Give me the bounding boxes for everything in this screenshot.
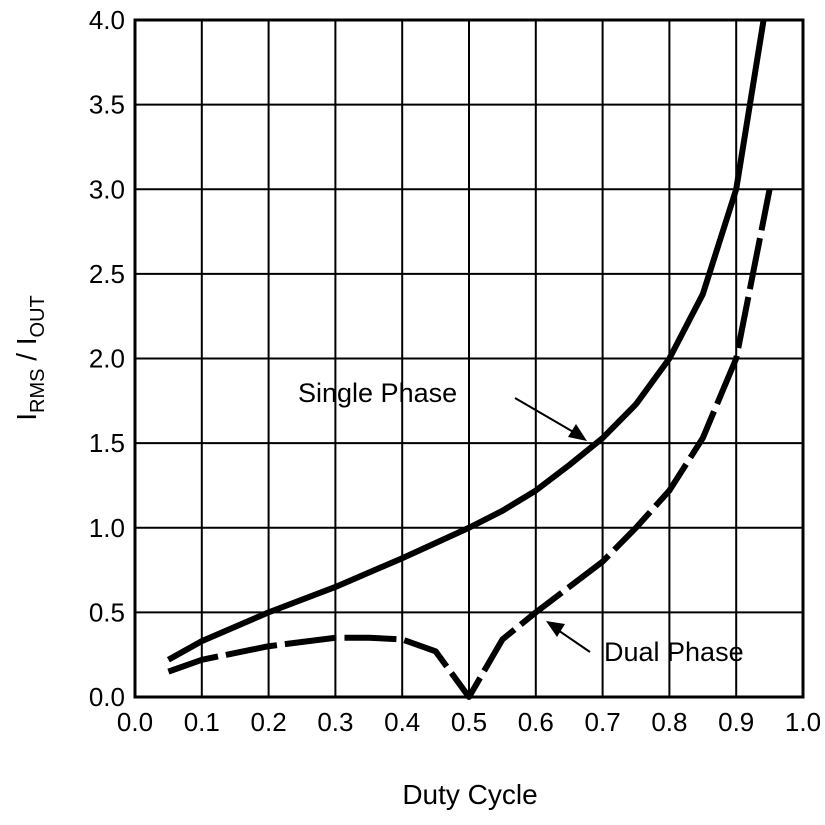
- arrow-single-phase: [514, 397, 583, 438]
- x-tick-label: 0.8: [651, 707, 687, 737]
- y-tick-label: 1.5: [89, 428, 125, 458]
- x-axis-label: Duty Cycle: [402, 779, 537, 810]
- x-tick-label: 0.5: [451, 707, 487, 737]
- y-tick-label: 2.5: [89, 259, 125, 289]
- y-tick-label: 1.0: [89, 513, 125, 543]
- series-line-dual-phase: [167, 188, 773, 700]
- y-tick-label: 3.5: [89, 90, 125, 120]
- y-tick-label: 2.0: [89, 344, 125, 374]
- y-tick-label: 0.0: [89, 682, 125, 712]
- x-tick-label: 0.1: [184, 707, 220, 737]
- arrowhead-single-phase: [568, 424, 587, 441]
- series-lines: [166, 19, 773, 700]
- x-tick-label: 0.9: [718, 707, 754, 737]
- y-tick-label: 4.0: [89, 5, 125, 35]
- y-tick-label: 0.5: [89, 597, 125, 627]
- x-tick-label: 0.4: [384, 707, 420, 737]
- x-tick-label: 0.3: [317, 707, 353, 737]
- annotation-single-phase: Single Phase: [298, 378, 587, 441]
- x-tick-label: 0.0: [117, 707, 153, 737]
- y-axis-label: IRMS / IOUT: [11, 295, 49, 421]
- series-line-single-phase: [166, 19, 767, 663]
- tick-labels: 0.0 0.1 0.2 0.3 0.4 0.5 0.6 0.7 0.8 0.9 1.0 0.0 0.5 1…: [89, 5, 821, 737]
- y-tick-label: 3.0: [89, 174, 125, 204]
- x-tick-label: 1.0: [785, 707, 821, 737]
- x-tick-label: 0.6: [518, 707, 554, 737]
- label-single-phase: Single Phase: [298, 378, 457, 408]
- arrowhead-dual-phase: [546, 621, 565, 637]
- label-dual-phase: Dual Phase: [604, 637, 744, 667]
- grid: [133, 18, 805, 699]
- annotation-dual-phase: Dual Phase: [546, 621, 744, 667]
- x-tick-label: 0.2: [251, 707, 287, 737]
- x-tick-label: 0.7: [585, 707, 621, 737]
